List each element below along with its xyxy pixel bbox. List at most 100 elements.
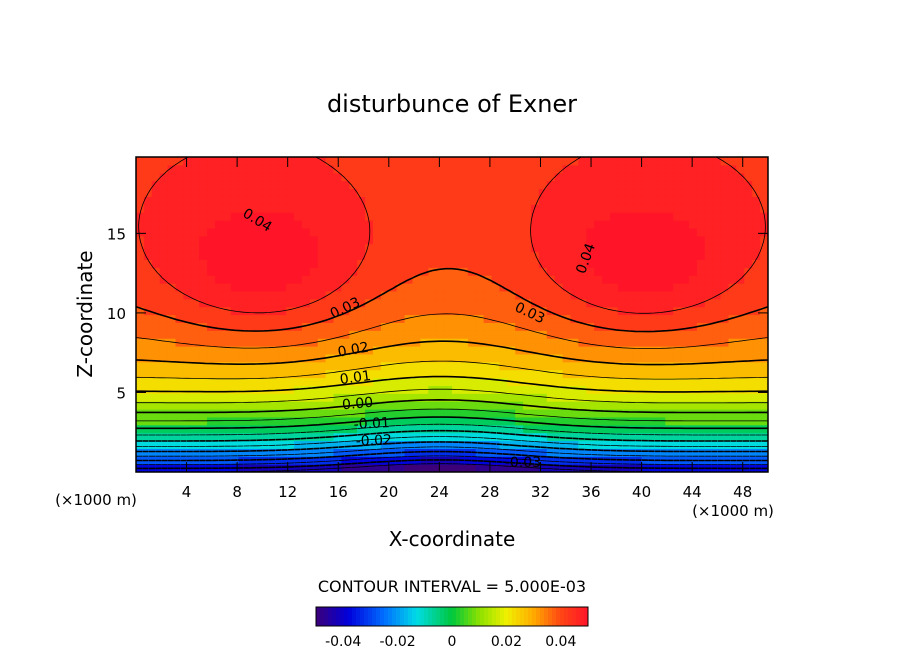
field-cell [673,275,682,284]
field-cell [570,243,579,253]
field-cell [602,456,611,465]
field-cell [570,196,579,205]
field-cell [270,385,279,394]
field-cell [388,369,398,379]
field-cell [199,330,208,339]
field-cell [641,164,651,174]
field-cell [349,440,358,449]
field-cell [673,306,682,316]
field-cell [507,338,516,347]
field-cell [641,227,651,237]
field-cell [562,243,572,253]
field-cell [641,346,651,355]
field-cell [657,196,666,205]
field-cell [357,235,366,245]
field-cell [523,172,532,182]
field-cell [436,298,445,308]
field-cell [452,283,461,292]
field-cell [507,235,516,245]
field-cell [175,290,184,300]
colorbar-segment [480,607,485,626]
colorbar-segment [380,607,385,626]
field-cell [531,322,540,331]
field-cell [625,180,635,190]
field-cell [325,196,335,205]
field-cell [420,290,429,300]
field-cell [744,290,753,300]
field-cell [665,251,674,260]
field-cell [309,204,319,213]
field-cell [578,243,587,253]
field-cell [736,322,745,331]
field-cell [436,267,445,276]
field-cell [467,314,477,323]
field-cell [294,298,303,308]
field-cell [396,346,406,355]
field-cell [641,314,651,323]
field-cell [578,188,587,197]
field-cell [349,188,358,197]
field-cell [507,361,516,371]
field-cell [262,369,271,379]
field-cell [278,377,287,386]
field-cell [317,267,327,276]
field-cell [704,283,714,292]
field-cell [467,330,477,339]
field-cell [752,251,761,260]
field-cell [744,432,753,442]
field-cell [760,243,768,253]
field-cell [475,353,485,363]
field-cell [681,401,690,410]
field-cell [136,377,145,386]
field-cell [207,251,216,260]
field-cell [491,157,500,166]
field-cell [728,180,737,190]
field-cell [499,353,508,363]
field-cell [657,361,666,371]
field-cell [491,330,500,339]
field-cell [246,172,256,182]
field-cell [617,180,627,190]
field-cell [199,235,208,245]
field-cell [349,227,358,237]
field-cell [151,235,161,245]
field-cell [404,243,414,253]
field-cell [301,338,311,347]
field-cell [309,196,319,205]
field-cell [309,314,319,323]
field-cell [317,409,327,418]
field-cell [143,275,153,284]
field-cell [373,196,382,205]
field-cell [428,204,437,213]
field-cell [475,409,485,418]
field-cell [617,227,627,237]
field-cell [728,385,737,394]
field-cell [570,322,579,331]
field-cell [499,401,508,410]
field-cell [523,385,532,394]
field-cell [617,385,627,394]
field-cell [728,353,737,363]
field-cell [309,440,319,449]
field-cell [546,298,556,308]
x-axis-ticks: 4 8 12 16 20 24 28 32 36 40 44 48 [182,157,752,501]
field-cell [294,157,303,166]
field-cell [373,172,382,182]
field-cell [459,401,469,410]
field-cell [301,346,311,355]
field-cell [246,196,256,205]
field-cell [689,220,698,229]
field-cell [420,306,429,316]
field-cell [230,361,240,371]
field-cell [523,322,532,331]
field-cell [459,393,469,402]
field-cell [143,448,153,457]
field-cell [294,409,303,418]
field-cell [459,235,469,245]
field-cell [491,164,500,174]
field-cell [349,306,358,316]
field-cell [452,235,461,245]
field-cell [712,196,722,205]
field-cell [151,227,161,237]
field-cell [523,220,532,229]
